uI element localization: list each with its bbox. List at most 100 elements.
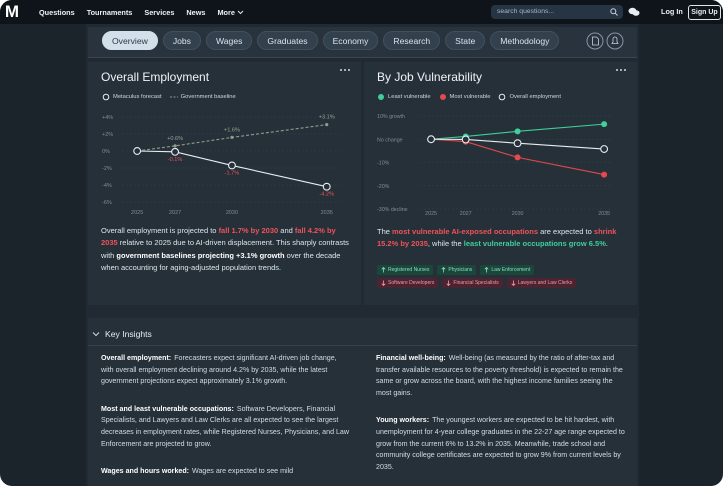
- data-point: [173, 144, 177, 148]
- tab[interactable]: Economy: [322, 31, 379, 50]
- arrow-shape: [441, 267, 446, 273]
- tab[interactable]: Wages: [205, 31, 253, 50]
- search-icon: [610, 8, 618, 16]
- data-point: [601, 121, 608, 128]
- tag-arrow: [381, 267, 386, 273]
- x-tick-label: 2025: [425, 211, 437, 217]
- y-tick-label: +4%: [102, 115, 113, 121]
- tag-label: Lawyers and Law Clerks: [517, 280, 573, 286]
- summary-highlight: government baselines projecting +3.1% gr…: [116, 250, 285, 260]
- legend-item: Government baseline: [169, 93, 236, 101]
- data-point: [427, 135, 436, 144]
- tag-label: Law Enforcement: [491, 267, 531, 273]
- chart-summary: The most vulnerable AI-exposed occupatio…: [377, 226, 629, 251]
- data-point: [230, 135, 234, 139]
- data-point: [601, 171, 608, 178]
- nav-link[interactable]: Questions: [39, 8, 75, 17]
- insight-text: Well-being (as measured by the ratio of …: [376, 354, 623, 397]
- summary-text: The: [377, 227, 393, 236]
- legend: Least vulnerable Most vulnerable Overall e…: [377, 93, 561, 101]
- insight: Wages and hours worked: Wages are expecte…: [101, 466, 351, 478]
- messages-icon[interactable]: [628, 7, 640, 17]
- download-button[interactable]: [586, 32, 604, 50]
- section-title[interactable]: Key Insights: [105, 329, 152, 339]
- legend-label: Overall employment: [509, 94, 562, 100]
- tag-label: Physicians: [448, 267, 473, 273]
- x-tick-label: 2035: [321, 210, 333, 216]
- x-tick-label: 2027: [169, 210, 181, 216]
- legend-item: Least vulnerable: [377, 93, 431, 101]
- nav-link[interactable]: More: [217, 8, 244, 17]
- summary-highlight: shrink 15.2% by 2035: [377, 227, 617, 249]
- card-menu[interactable]: [339, 68, 351, 72]
- insight-label: Most and least vulnerable occupations:: [101, 404, 234, 413]
- notify-button[interactable]: [606, 32, 624, 50]
- legend-icon: [499, 93, 506, 101]
- nav-link-text: Tournaments: [86, 7, 133, 17]
- insight: Young workers: The youngest workers are e…: [376, 415, 626, 473]
- card-menu[interactable]: [615, 68, 627, 72]
- legend-icon: [102, 93, 110, 101]
- y-tick-label: -20%: [377, 184, 390, 190]
- legend-item: Most vulnerable: [439, 93, 491, 101]
- insight-text: The youngest workers are expected to be …: [376, 416, 625, 471]
- insight-label: Young workers:: [376, 416, 430, 425]
- insight-label: Financial well-being:: [376, 354, 446, 362]
- y-tick-label: -4%: [102, 183, 112, 189]
- tab[interactable]: State: [445, 31, 486, 50]
- value-label: +0.6%: [167, 136, 183, 142]
- signup-button[interactable]: Sign Up: [688, 5, 721, 20]
- nav-link[interactable]: News: [186, 8, 205, 17]
- summary-text: over the decade when accounting for agin…: [101, 250, 341, 273]
- legend-item: Overall employment: [498, 93, 561, 101]
- value-label: +3.1%: [319, 115, 335, 121]
- data-point: [513, 139, 522, 148]
- logo[interactable]: M: [4, 2, 20, 21]
- insight-text: Wages are expected to see mild: [192, 467, 294, 476]
- nav-link-text: Services: [144, 7, 175, 17]
- value-label: -4.2%: [319, 192, 334, 198]
- summary-text: , while the: [427, 239, 464, 249]
- chart-summary: Overall employment is projected to fall …: [101, 225, 353, 275]
- x-tick-label: 2030: [512, 211, 524, 217]
- vulnerability-card: [364, 62, 637, 305]
- navbar: M Questions Tournaments Services News More s…: [0, 0, 723, 24]
- login-link[interactable]: Log In: [661, 7, 683, 16]
- value-label: +1.6%: [224, 127, 240, 133]
- y-tick-label: 10% growth: [377, 114, 405, 120]
- dropdown-chevron: [237, 10, 244, 14]
- chart-title: By Job Vulnerability: [377, 70, 482, 84]
- nav-links: Questions Tournaments Services News More: [39, 0, 256, 24]
- summary-text: relative to 2025 due to AI-driven displa…: [101, 238, 349, 260]
- data-point: [171, 147, 180, 156]
- insight-label: Overall employment:: [101, 354, 172, 362]
- y-tick-label: -6%: [102, 200, 112, 206]
- tab[interactable]: Graduates: [257, 31, 318, 50]
- tab[interactable]: Research: [383, 31, 441, 50]
- nav-link[interactable]: Services: [144, 8, 174, 17]
- legend-label: Least vulnerable: [388, 94, 431, 100]
- x-tick-label: 2025: [131, 210, 143, 216]
- data-point: [227, 161, 236, 170]
- data-point: [461, 135, 470, 144]
- legend-label: Most vulnerable: [449, 94, 491, 100]
- tab[interactable]: Overview: [102, 31, 158, 50]
- series-line: [431, 123, 605, 140]
- summary-highlight: fall 4.2% by 2035: [101, 226, 336, 248]
- data-point: [133, 147, 142, 155]
- tag-arrow: [441, 267, 446, 273]
- insight: Financial well-being: Well-being (as meas…: [376, 353, 626, 399]
- data-point: [322, 182, 331, 191]
- tab[interactable]: Jobs: [162, 31, 201, 50]
- collapse-chevron[interactable]: [92, 331, 100, 337]
- summary-text: and: [278, 226, 295, 235]
- tag: Law Enforcement: [480, 265, 535, 275]
- nav-link[interactable]: Tournaments: [87, 8, 133, 17]
- tab[interactable]: Methodology: [490, 31, 560, 50]
- y-tick-label: No change: [377, 137, 403, 143]
- y-tick-label: -10%: [377, 161, 390, 167]
- insight: Most and least vulnerable occupations: So…: [101, 404, 351, 450]
- insight-text: Software Developers, Financial Specialis…: [101, 404, 350, 448]
- insights-left: Overall employment: Forecasters expect si…: [101, 353, 351, 486]
- search-box[interactable]: search questions...: [491, 5, 623, 19]
